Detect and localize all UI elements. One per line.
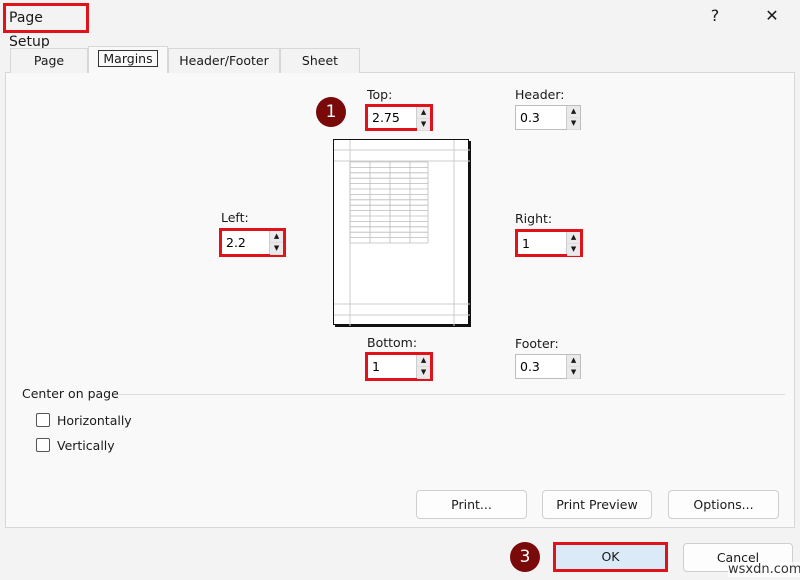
up-arrow-icon[interactable]: ▲ xyxy=(417,107,430,119)
right-margin-spinner[interactable]: ▲▼ xyxy=(515,229,583,257)
left-label: Left: xyxy=(221,210,249,225)
right-input[interactable] xyxy=(518,232,567,254)
options-button[interactable]: Options... xyxy=(668,490,779,519)
help-button[interactable]: ? xyxy=(710,6,720,25)
left-input[interactable] xyxy=(222,231,270,254)
top-label: Top: xyxy=(367,87,393,102)
down-arrow-icon[interactable]: ▼ xyxy=(567,244,580,256)
tab-label: Margins xyxy=(98,50,158,67)
down-arrow-icon[interactable]: ▼ xyxy=(270,243,283,255)
header-label: Header: xyxy=(515,87,565,102)
page-preview-graphic xyxy=(334,140,470,326)
left-margin-spinner[interactable]: ▲▼ xyxy=(219,228,286,257)
down-arrow-icon[interactable]: ▼ xyxy=(567,367,580,379)
top-input[interactable] xyxy=(368,107,417,128)
bottom-label: Bottom: xyxy=(367,335,418,350)
vertically-label: Vertically xyxy=(57,438,115,453)
header-margin-spinner[interactable]: ▲▼ xyxy=(515,105,581,130)
right-label: Right: xyxy=(515,211,553,226)
up-arrow-icon[interactable]: ▲ xyxy=(567,106,580,118)
down-arrow-icon[interactable]: ▼ xyxy=(567,118,580,130)
top-margin-spinner[interactable]: ▲▼ xyxy=(365,104,433,131)
vertically-checkbox[interactable] xyxy=(36,438,50,452)
close-icon[interactable]: ✕ xyxy=(765,6,779,25)
ok-button[interactable]: OK xyxy=(553,542,668,572)
header-input[interactable] xyxy=(516,106,567,129)
divider xyxy=(118,394,785,395)
watermark: wsxdn.com xyxy=(728,562,800,577)
bottom-input[interactable] xyxy=(368,355,417,378)
step-badge-1: 1 xyxy=(316,97,346,127)
tab-margins[interactable]: Margins xyxy=(88,46,168,73)
print-button[interactable]: Print... xyxy=(416,490,527,519)
up-arrow-icon[interactable]: ▲ xyxy=(417,355,430,367)
up-arrow-icon[interactable]: ▲ xyxy=(270,231,283,243)
up-arrow-icon[interactable]: ▲ xyxy=(567,232,580,244)
down-arrow-icon[interactable]: ▼ xyxy=(417,367,430,379)
tab-page[interactable]: Page xyxy=(10,48,88,73)
bottom-margin-spinner[interactable]: ▲▼ xyxy=(365,352,433,381)
tab-header-footer[interactable]: Header/Footer xyxy=(168,48,280,73)
footer-input[interactable] xyxy=(516,355,567,378)
tab-sheet[interactable]: Sheet xyxy=(280,48,360,73)
horizontally-checkbox[interactable] xyxy=(36,413,50,427)
footer-label: Footer: xyxy=(515,336,559,351)
up-arrow-icon[interactable]: ▲ xyxy=(567,355,580,367)
dialog-title: Page Setup xyxy=(3,3,89,50)
center-on-page-label: Center on page xyxy=(22,386,119,401)
down-arrow-icon[interactable]: ▼ xyxy=(417,119,430,131)
print-preview-button[interactable]: Print Preview xyxy=(542,490,652,519)
step-badge-3: 3 xyxy=(510,542,540,572)
page-preview xyxy=(333,139,470,326)
footer-margin-spinner[interactable]: ▲▼ xyxy=(515,354,581,379)
horizontally-label: Horizontally xyxy=(57,413,132,428)
